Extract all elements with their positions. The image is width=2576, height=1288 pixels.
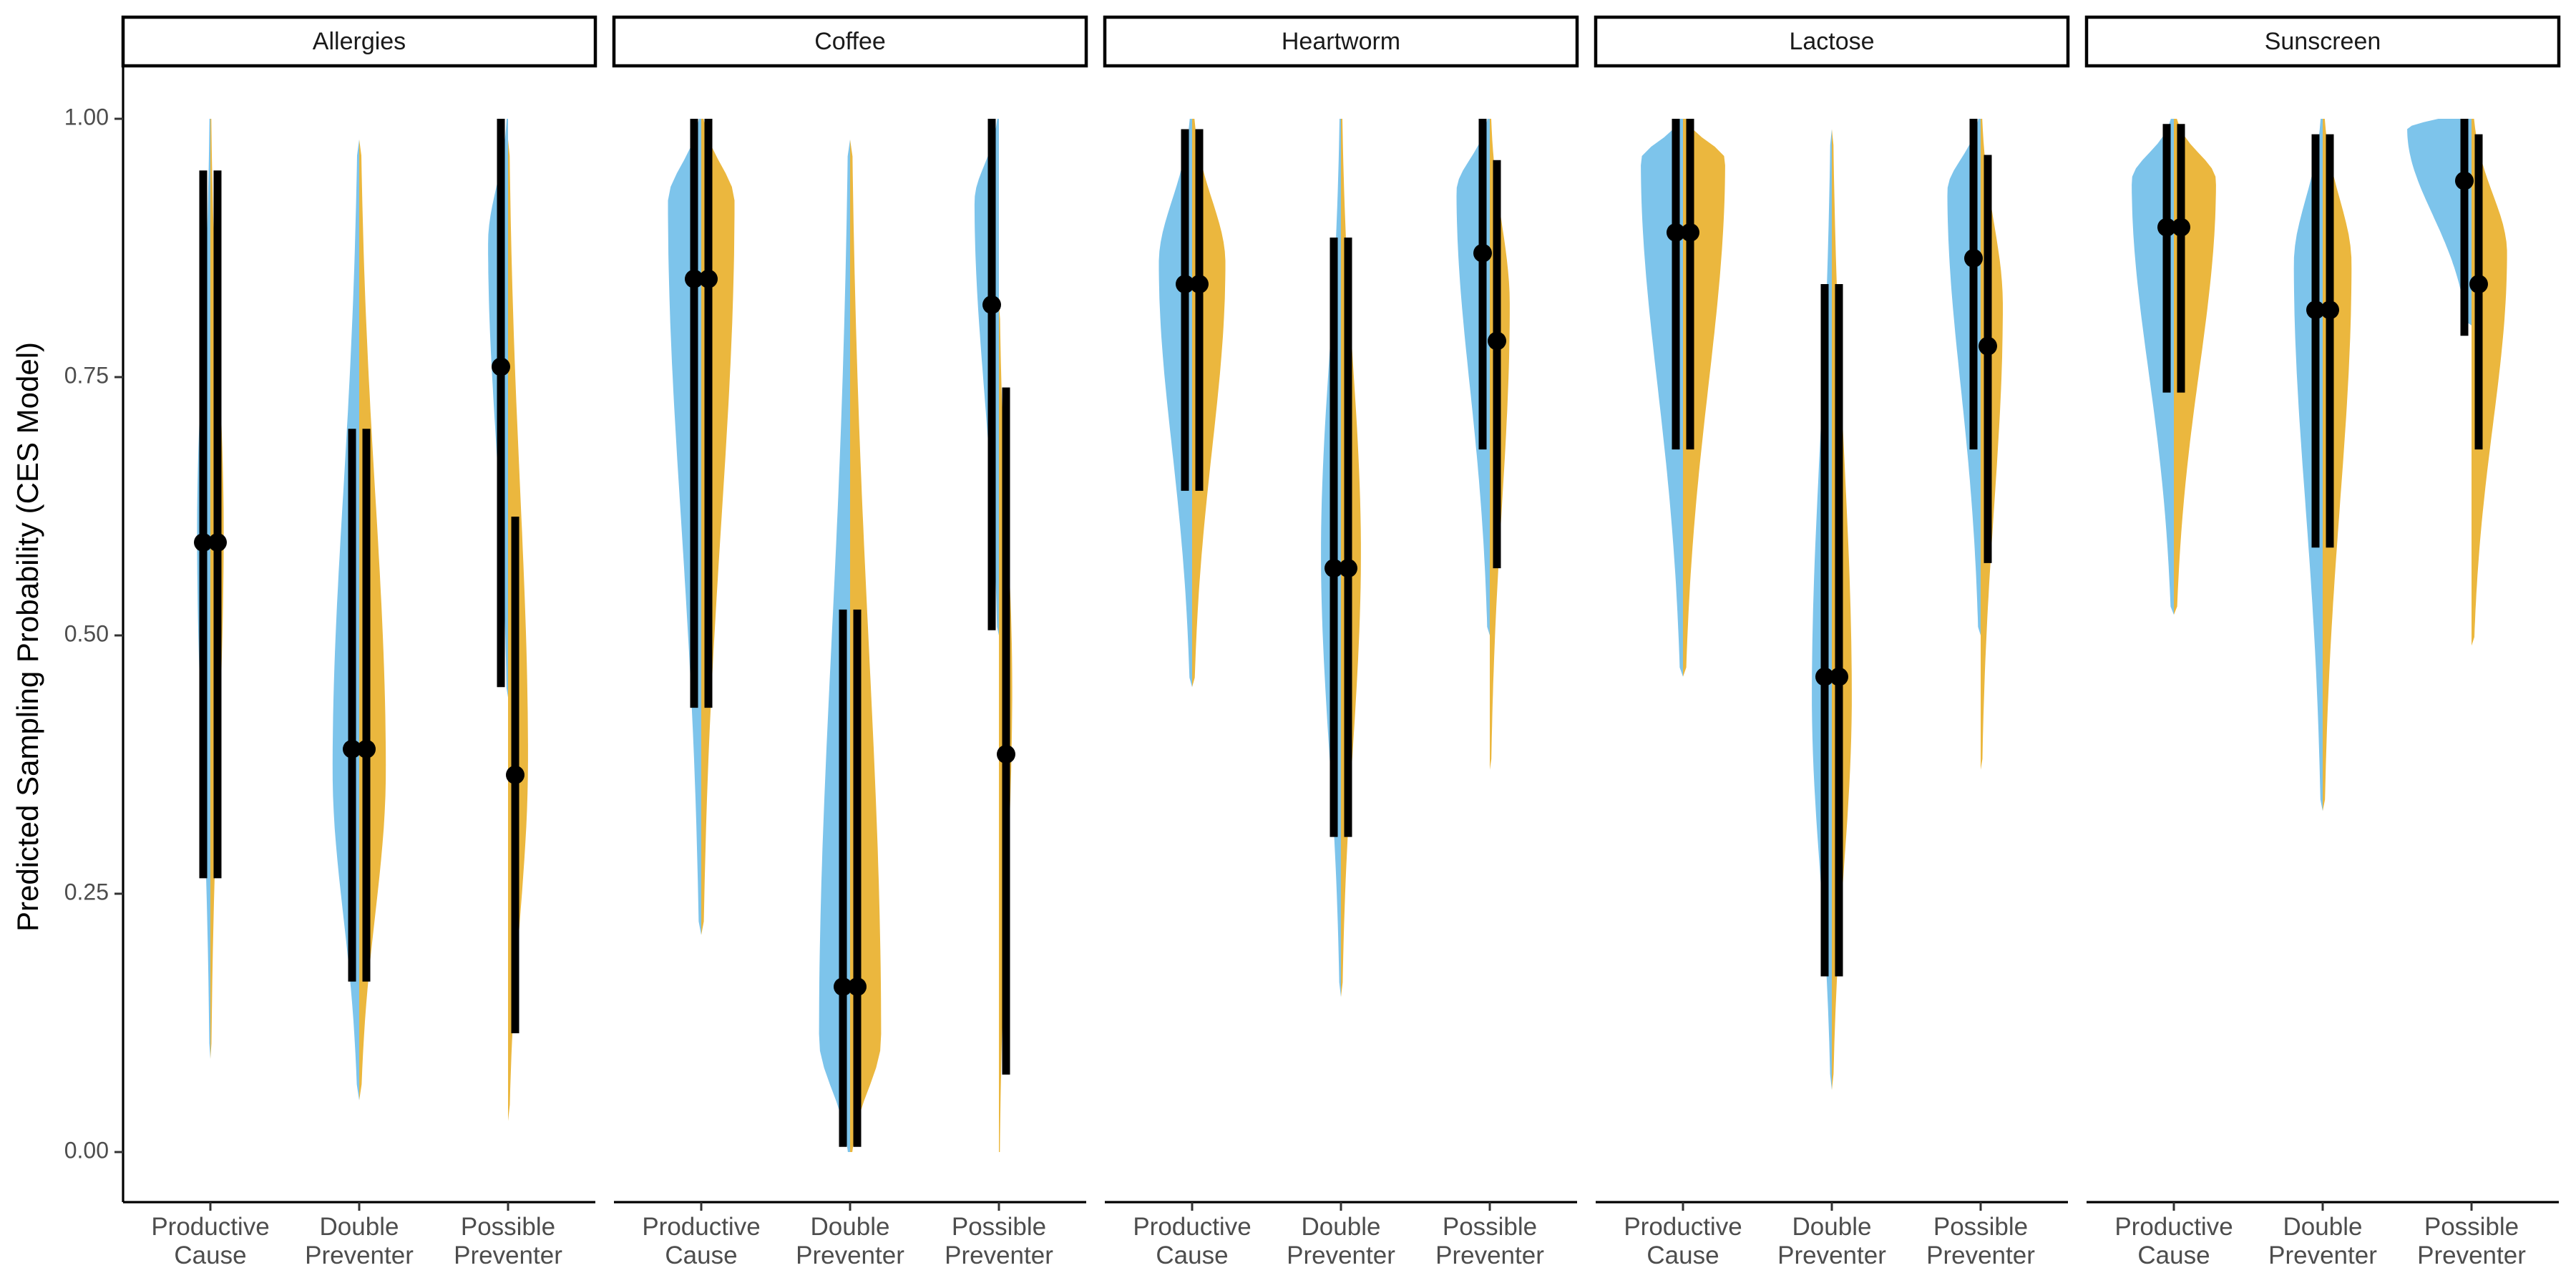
y-tick-label: 0.75 xyxy=(64,362,109,388)
point-estimate-left xyxy=(685,269,703,288)
point-estimate-right xyxy=(2469,275,2488,294)
point-estimate-right xyxy=(2321,301,2339,320)
point-estimate-right xyxy=(1190,275,1209,294)
point-estimate-left xyxy=(834,977,852,996)
point-estimate-right xyxy=(2172,218,2190,237)
point-estimate-left xyxy=(343,739,361,758)
facet-panel-sunscreen: Sunscreen Productive Cause Double Preventer P… xyxy=(2084,15,2561,1269)
x-tick-label: Productive Cause xyxy=(1133,1213,1251,1269)
point-estimate-left xyxy=(2455,171,2474,190)
facet-title: Sunscreen xyxy=(2265,28,2381,55)
point-estimate-right xyxy=(1488,331,1506,351)
x-tick-label: Productive Cause xyxy=(151,1213,269,1269)
facet-panels: Allergies 0.00 0.25 0.50 0.75 1.00 Productive C… xyxy=(64,15,2561,1269)
point-estimate-right xyxy=(1830,667,1848,686)
x-tick-label: Possible Preventer xyxy=(945,1213,1053,1269)
x-tick-label: Double Preventer xyxy=(1287,1213,1395,1269)
point-estimate-left xyxy=(194,533,213,552)
facet-strip xyxy=(121,15,597,68)
point-estimate-left xyxy=(492,357,510,376)
facet-title: Allergies xyxy=(313,28,406,55)
facet-panel-heartworm: Heartworm Productive Cause Double Preventer P… xyxy=(1103,15,1579,1269)
facet-strip xyxy=(1103,15,1579,68)
point-estimate-left xyxy=(982,295,1001,314)
x-tick-label: Possible Preventer xyxy=(1435,1213,1544,1269)
point-estimate-right xyxy=(848,977,867,996)
x-tick-label: Possible Preventer xyxy=(1926,1213,2035,1269)
point-estimate-right xyxy=(506,765,525,784)
x-tick-label: Possible Preventer xyxy=(2417,1213,2526,1269)
x-tick-label: Double Preventer xyxy=(305,1213,414,1269)
point-estimate-right xyxy=(1681,223,1699,242)
facet-title: Coffee xyxy=(814,28,886,55)
y-axis-label: Predicted Sampling Probability (CES Mode… xyxy=(11,342,44,932)
point-estimate-left xyxy=(1176,275,1194,294)
point-estimate-left xyxy=(1473,243,1492,263)
facet-strip xyxy=(612,15,1088,68)
x-tick-label: Productive Cause xyxy=(2114,1213,2233,1269)
facet-title: Lactose xyxy=(1789,28,1874,55)
point-estimate-left xyxy=(2306,301,2325,320)
y-tick-label: 0.50 xyxy=(64,620,109,646)
facet-panel-coffee: Coffee Productive Cause Double Preventer Poss… xyxy=(612,15,1088,1269)
point-estimate-right xyxy=(1979,336,1997,356)
x-tick-label: Possible Preventer xyxy=(454,1213,562,1269)
facet-title: Heartworm xyxy=(1282,28,1400,55)
point-estimate-right xyxy=(208,533,227,552)
point-estimate-left xyxy=(2157,218,2176,237)
point-estimate-right xyxy=(699,269,718,288)
x-tick-label: Double Preventer xyxy=(2268,1213,2377,1269)
x-tick-label: Productive Cause xyxy=(1624,1213,1742,1269)
point-estimate-right xyxy=(1339,559,1357,578)
point-estimate-right xyxy=(357,739,376,758)
y-tick-label: 0.25 xyxy=(64,879,109,904)
x-tick-label: Double Preventer xyxy=(1777,1213,1886,1269)
point-estimate-left xyxy=(1815,667,1834,686)
y-tick-label: 0.00 xyxy=(64,1137,109,1163)
point-estimate-left xyxy=(1324,559,1343,578)
facet-panel-allergies: Allergies 0.00 0.25 0.50 0.75 1.00 Productive C… xyxy=(64,15,597,1269)
x-tick-label: Double Preventer xyxy=(796,1213,904,1269)
facet-strip xyxy=(1594,15,2070,68)
violin-left-pp xyxy=(2407,119,2472,326)
facet-strip xyxy=(2084,15,2561,68)
y-tick-label: 1.00 xyxy=(64,104,109,130)
point-estimate-left xyxy=(1667,223,1685,242)
point-estimate-right xyxy=(997,745,1015,764)
x-tick-label: Productive Cause xyxy=(642,1213,760,1269)
facet-panel-lactose: Lactose Productive Cause Double Preventer Pos… xyxy=(1594,15,2070,1269)
point-estimate-left xyxy=(1964,248,1983,268)
